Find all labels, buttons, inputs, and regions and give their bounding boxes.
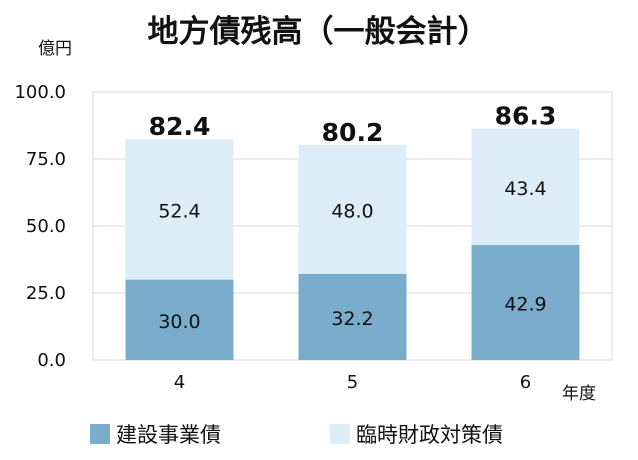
- y-axis-ticks: 0.0 25.0 50.0 75.0 100.0: [14, 82, 66, 371]
- legend-label: 建設事業債: [116, 423, 221, 447]
- bar-segment: [125, 139, 234, 280]
- x-tick-label: 5: [347, 372, 358, 393]
- x-axis-unit-label: 年度: [562, 384, 596, 404]
- y-tick-label: 25.0: [26, 283, 66, 304]
- data-label: 43.4: [504, 178, 546, 200]
- legend-label: 臨時財政対策債: [356, 423, 503, 447]
- bar-segment: [471, 245, 580, 360]
- data-label: 42.9: [504, 294, 546, 316]
- x-axis-ticks: 4 5 6: [174, 372, 531, 393]
- bar-segment: [298, 273, 407, 360]
- data-label: 30.0: [158, 311, 200, 333]
- y-tick-label: 75.0: [26, 149, 66, 170]
- x-tick-label: 4: [174, 372, 185, 393]
- bars: 30.0 52.4 82.4 32.2 48.0 80.2 42.9 43.4 86.3: [125, 102, 580, 360]
- legend: 建設事業債 臨時財政対策債: [90, 423, 503, 447]
- legend-swatch: [90, 424, 110, 444]
- bar-segment: [298, 145, 407, 274]
- bar-segment: [125, 279, 234, 360]
- chart-title: 地方債残高（一般会計）: [148, 14, 489, 50]
- total-label: 82.4: [149, 112, 211, 141]
- legend-swatch: [330, 424, 350, 444]
- total-label: 86.3: [495, 102, 557, 131]
- bar-segment: [471, 128, 580, 246]
- y-tick-label: 0.0: [37, 350, 66, 371]
- total-label: 80.2: [322, 118, 384, 147]
- data-label: 48.0: [331, 200, 373, 222]
- data-label: 32.2: [331, 308, 373, 330]
- data-label: 52.4: [158, 200, 200, 222]
- x-tick-label: 6: [520, 372, 531, 393]
- y-tick-label: 100.0: [14, 82, 66, 103]
- y-axis-unit-label: 億円: [38, 39, 72, 59]
- y-tick-label: 50.0: [26, 216, 66, 237]
